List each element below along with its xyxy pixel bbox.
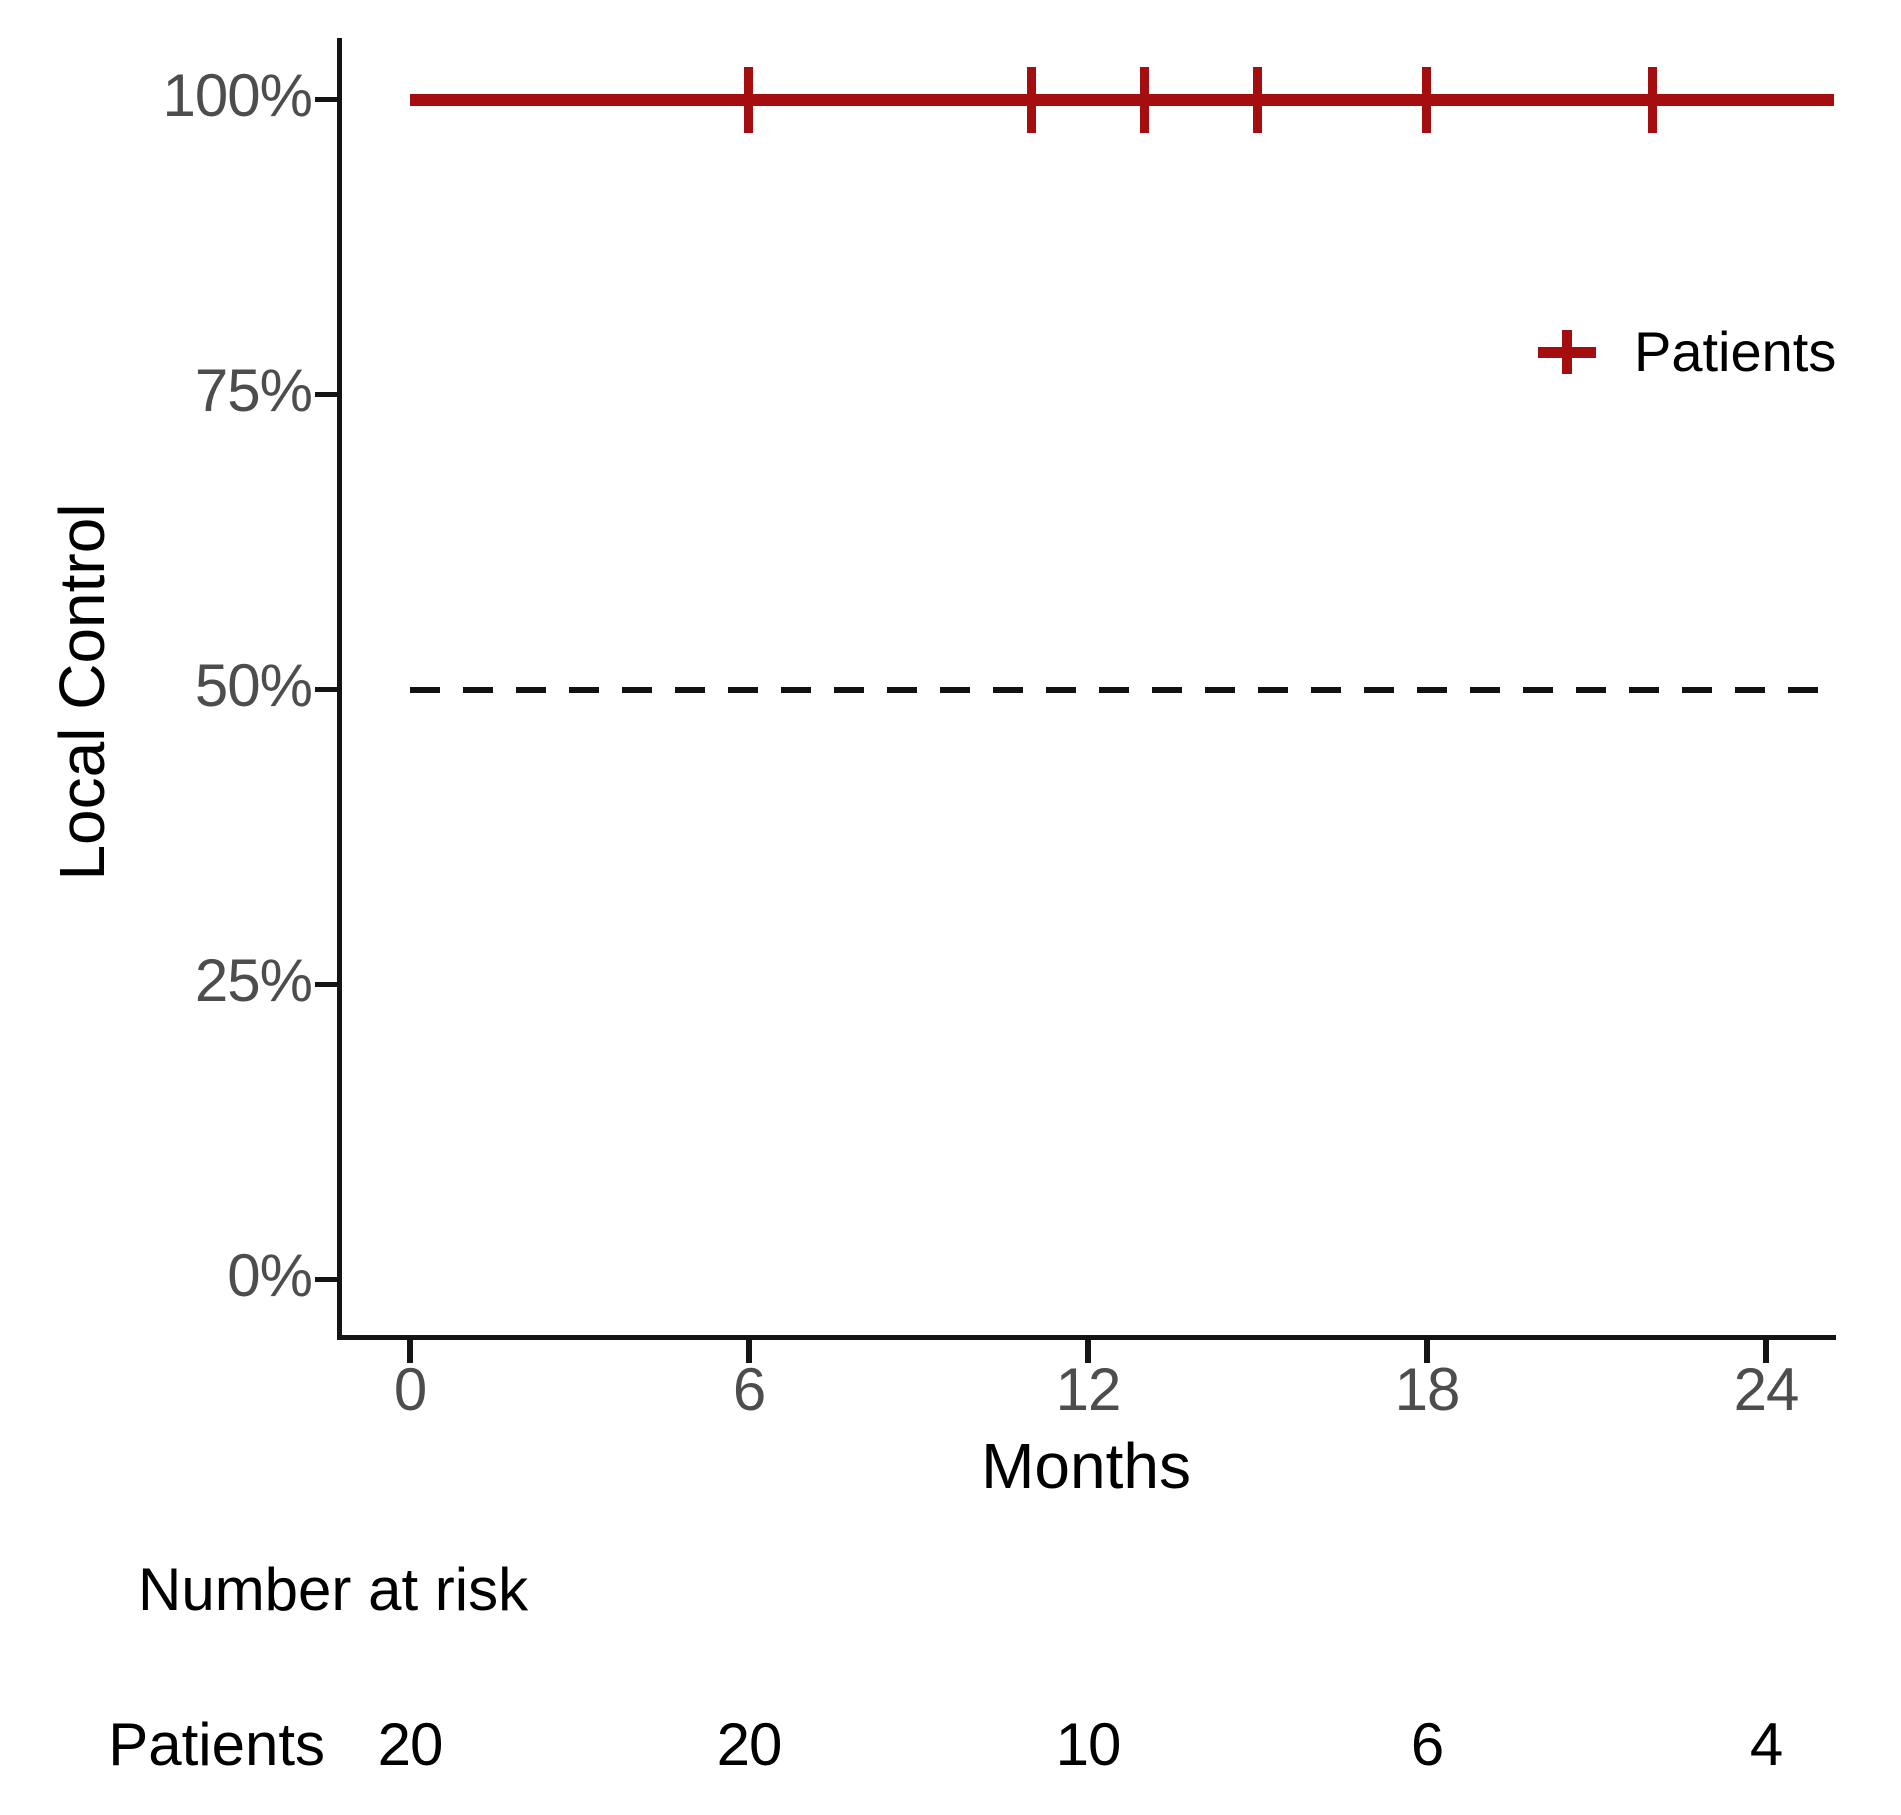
censor-mark: [1139, 67, 1149, 133]
risk-value: 20: [716, 1711, 783, 1778]
x-tick-mark: [407, 1337, 413, 1363]
risk-value: 4: [1749, 1711, 1783, 1778]
median-reference-line: [410, 687, 1834, 693]
plus-marker-vertical-bar: [1562, 330, 1572, 374]
risk-row-label: Patients: [108, 1711, 325, 1778]
y-tick-mark: [315, 982, 342, 987]
y-tick-mark: [315, 97, 342, 102]
censor-mark: [1252, 67, 1262, 133]
survival-curve-line: [410, 94, 1834, 106]
x-tick-label: 18: [1394, 1356, 1461, 1423]
y-tick-label: 25%: [194, 947, 313, 1014]
x-axis-title: Months: [981, 1430, 1191, 1502]
risk-value: 10: [1055, 1711, 1122, 1778]
x-tick-label: 0: [393, 1356, 427, 1423]
x-tick-mark: [746, 1337, 752, 1363]
censor-mark: [1026, 67, 1036, 133]
censor-mark: [744, 67, 753, 133]
y-tick-label: 0%: [227, 1242, 313, 1309]
x-tick-label: 24: [1733, 1356, 1800, 1423]
legend-label: Patients: [1634, 320, 1837, 383]
risk-value: 6: [1410, 1711, 1444, 1778]
y-tick-label: 75%: [194, 357, 313, 424]
y-tick-label: 100%: [162, 62, 313, 129]
censor-mark: [1648, 67, 1657, 133]
x-tick-label: 12: [1055, 1356, 1122, 1423]
y-tick-mark: [315, 687, 342, 692]
x-tick-mark: [1424, 1337, 1430, 1363]
risk-value: 20: [377, 1711, 444, 1778]
x-tick-mark: [1763, 1337, 1769, 1363]
x-tick-mark: [1085, 1337, 1091, 1363]
y-tick-mark: [315, 392, 342, 397]
x-tick-label: 6: [732, 1356, 766, 1423]
y-tick-mark: [315, 1277, 342, 1282]
legend: Patients: [1538, 318, 1836, 386]
plus-marker-icon: [1538, 328, 1596, 376]
y-tick-label: 50%: [194, 652, 313, 719]
risk-table-title: Number at risk: [138, 1556, 529, 1623]
censor-mark: [1422, 67, 1431, 133]
